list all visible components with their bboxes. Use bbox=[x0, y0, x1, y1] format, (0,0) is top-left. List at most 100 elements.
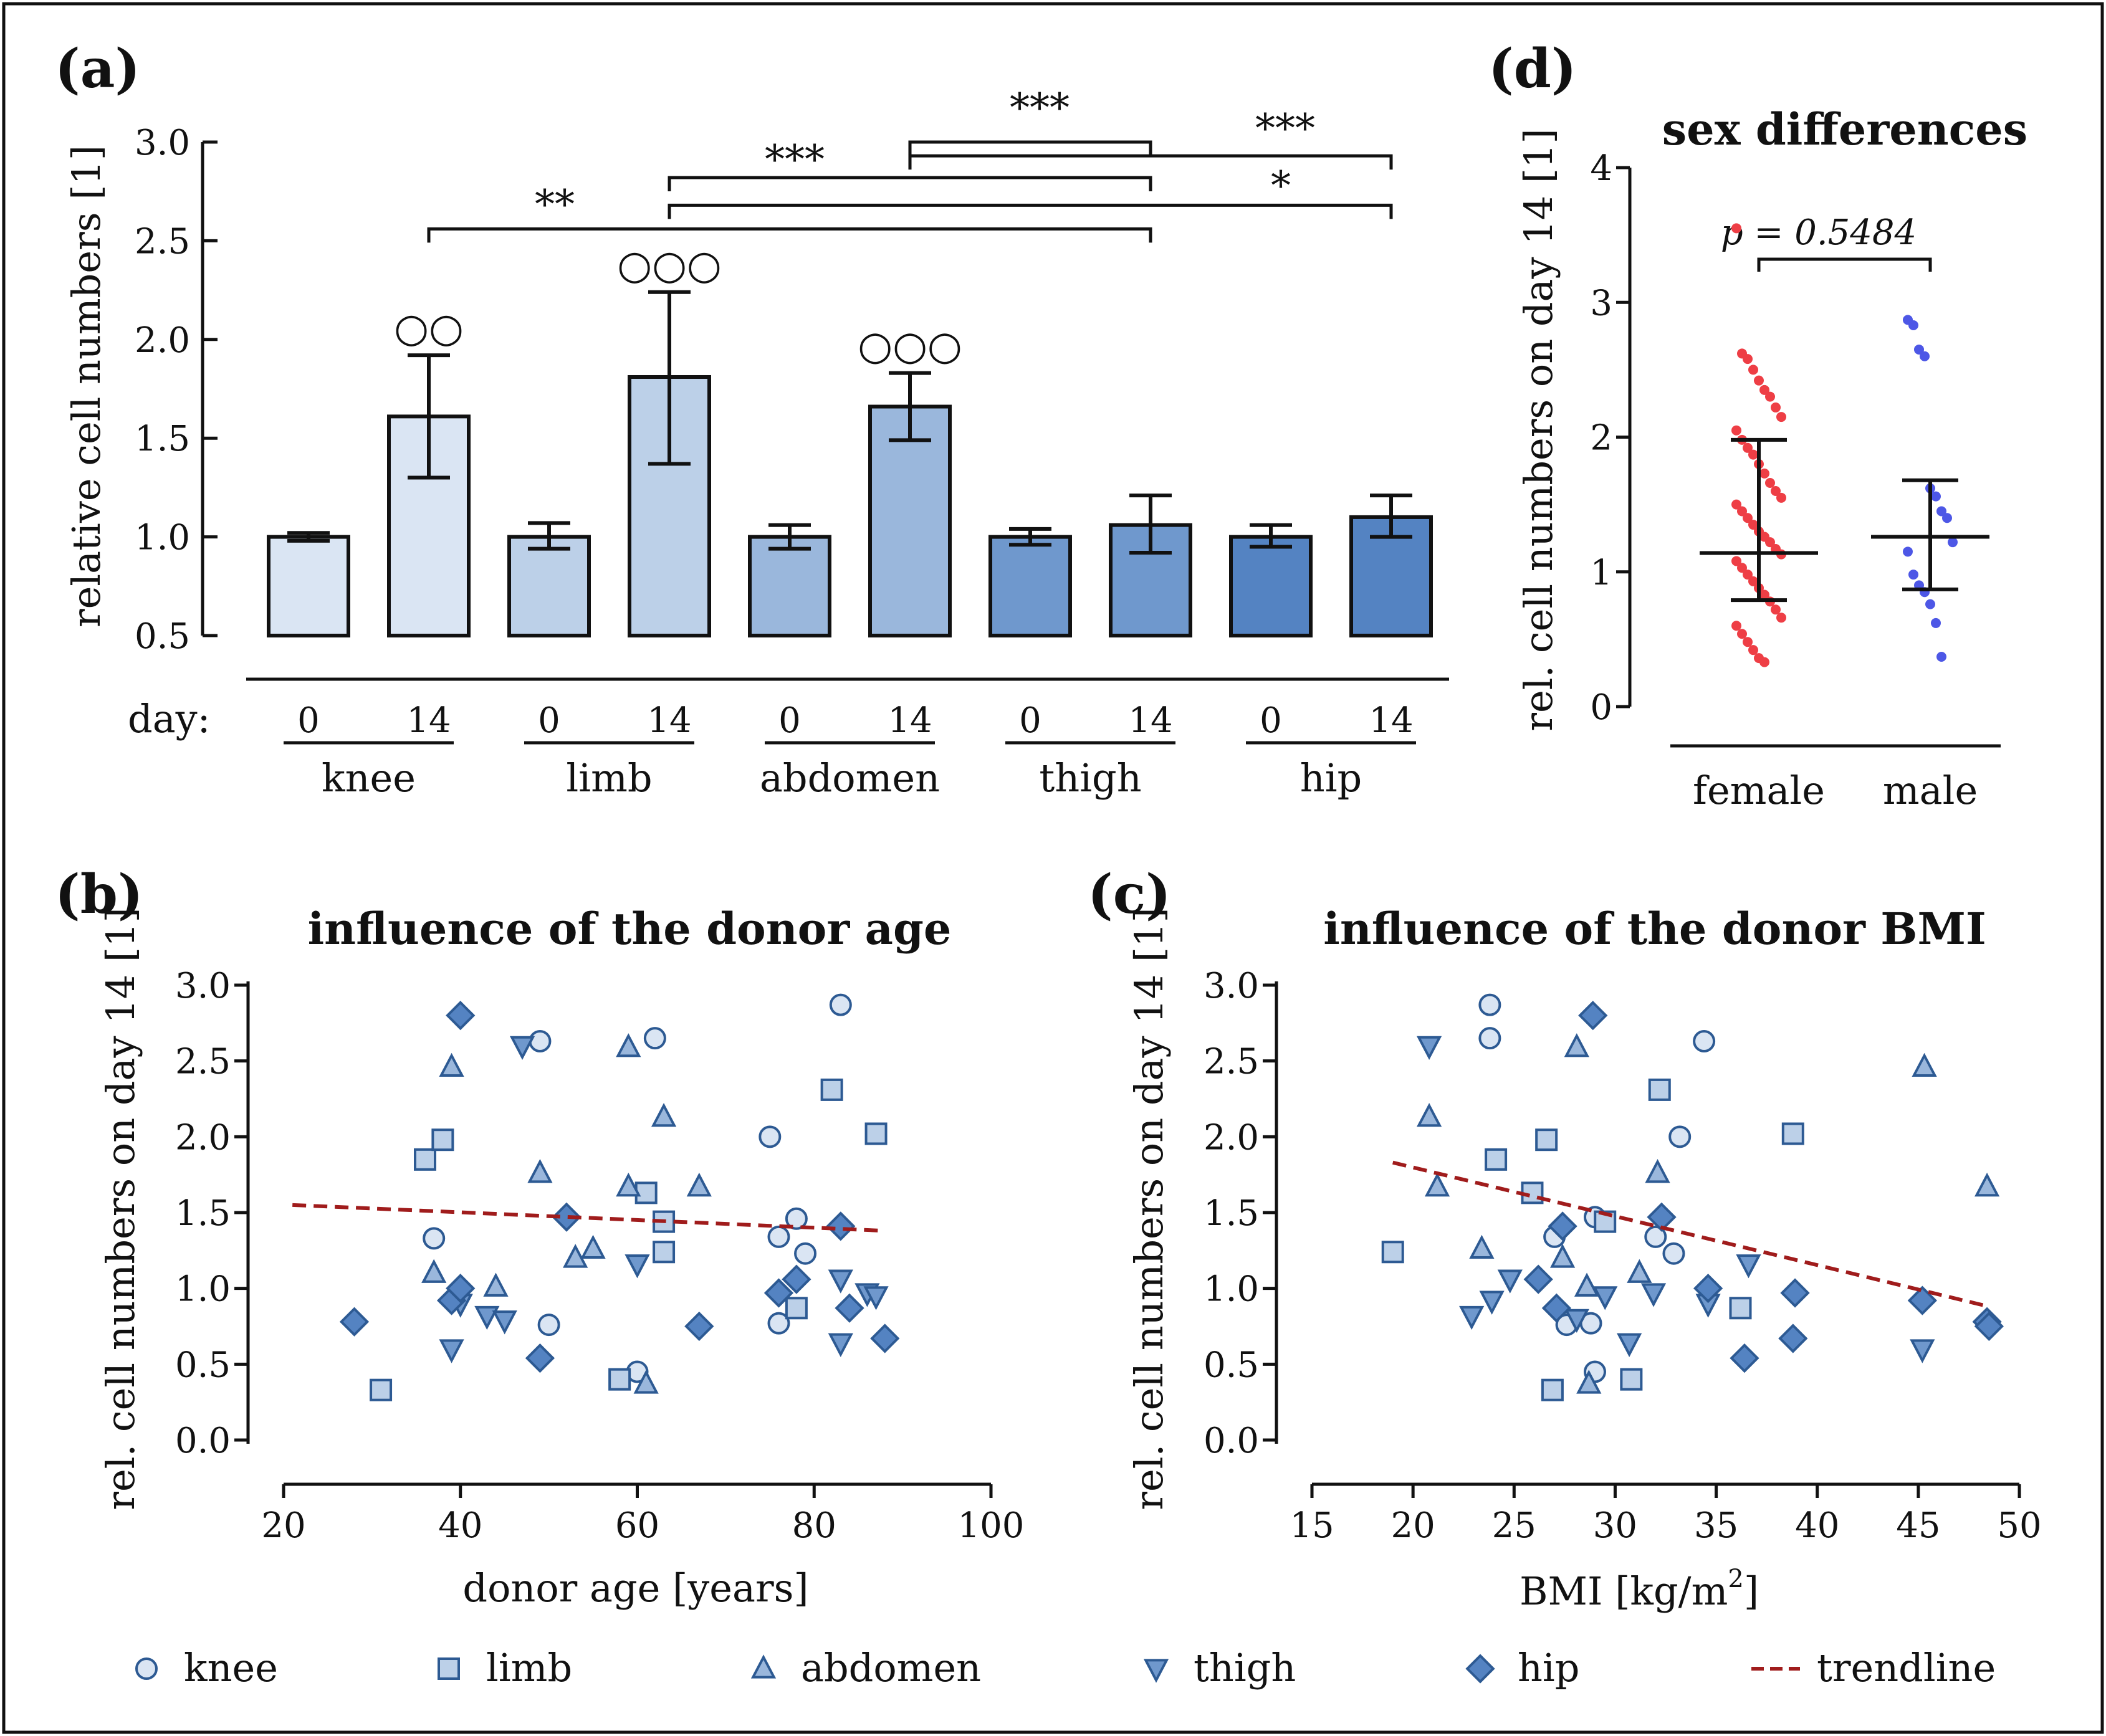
chart-d: 4 3 2 1 0 female male bbox=[1590, 148, 2001, 813]
chart-b-point-abdomen bbox=[651, 1102, 677, 1127]
chart-c-point-knee bbox=[1693, 1030, 1716, 1053]
chart-d-point-male bbox=[1942, 513, 1952, 523]
chart-a-ylabel: relative cell numbers [1] bbox=[64, 145, 109, 627]
chart-b-point-thigh bbox=[863, 1286, 889, 1310]
chart-c-point-limb bbox=[1535, 1128, 1558, 1152]
chart-a-bar-knee-day0 bbox=[267, 535, 350, 637]
chart-c-x-tick-label: 30 bbox=[1593, 1505, 1637, 1546]
chart-c-point-hip bbox=[1693, 1274, 1723, 1304]
chart-d-point-female bbox=[1759, 468, 1769, 479]
chart-b-point-thigh bbox=[474, 1305, 500, 1330]
chart-a-day-label: day: bbox=[128, 696, 211, 742]
chart-a-group-label-abdomen: abdomen bbox=[760, 755, 940, 801]
chart-c-point-thigh bbox=[1910, 1339, 1935, 1363]
chart-d-point-female bbox=[1776, 613, 1786, 623]
chart-c: 3.0 2.5 2.0 1.5 1.0 0.5 0.0 15 20 25 30 35 40 45 50 bbox=[1204, 966, 2042, 1546]
chart-b-point-thigh bbox=[439, 1339, 464, 1363]
chart-d-category-female: female bbox=[1693, 768, 1825, 813]
chart-a-group-label-hip: hip bbox=[1300, 755, 1362, 801]
legend-thigh-label: thigh bbox=[1194, 1645, 1296, 1691]
chart-c-y-tick-label: 2.0 bbox=[1204, 1117, 1259, 1158]
chart-b-point-knee bbox=[829, 993, 852, 1016]
panel-label-d: (d) bbox=[1488, 37, 1577, 100]
chart-a-bar-thigh-day0 bbox=[988, 535, 1072, 637]
chart-b-point-hip bbox=[525, 1343, 555, 1373]
chart-a-group-label-limb: limb bbox=[566, 755, 652, 801]
chart-b-point-knee bbox=[785, 1207, 808, 1230]
chart-c-point-hip bbox=[1730, 1343, 1759, 1373]
chart-b-point-knee bbox=[537, 1314, 560, 1337]
legend-hip-marker bbox=[1465, 1654, 1495, 1684]
chart-d-point-male bbox=[1931, 491, 1941, 502]
chart-a-day-tick: 0 bbox=[778, 700, 801, 741]
chart-d-point-male bbox=[1920, 351, 1930, 361]
legend: knee limb abdomen thigh hip trendline bbox=[135, 1645, 1996, 1691]
chart-b-point-abdomen bbox=[527, 1159, 553, 1183]
chart-b-x-tick-label: 40 bbox=[438, 1505, 482, 1546]
chart-d-point-female bbox=[1731, 425, 1741, 436]
chart-d-y-tick-label: 3 bbox=[1590, 283, 1612, 323]
chart-c-x-tick-label: 15 bbox=[1290, 1505, 1334, 1546]
legend-knee-label: knee bbox=[184, 1645, 278, 1691]
chart-b-x-tick-label: 100 bbox=[958, 1505, 1025, 1546]
chart-a-significance-bracket bbox=[427, 227, 1152, 243]
chart-b-point-abdomen bbox=[563, 1244, 588, 1268]
legend-hip-label: hip bbox=[1518, 1645, 1579, 1691]
chart-a-y-tick-label: 1.0 bbox=[135, 518, 190, 558]
chart-d-point-female bbox=[1737, 506, 1747, 517]
chart-b-point-limb bbox=[864, 1122, 888, 1145]
chart-c-point-knee bbox=[1478, 1027, 1501, 1050]
chart-a-group-label-knee: knee bbox=[322, 755, 416, 801]
chart-c-point-thigh bbox=[1617, 1333, 1642, 1357]
chart-a-day-tick: 14 bbox=[1369, 700, 1413, 741]
chart-b-point-abdomen bbox=[439, 1052, 464, 1077]
chart-b-point-hip bbox=[782, 1264, 811, 1294]
chart-d-point-female bbox=[1743, 513, 1753, 523]
chart-a-y-tick-label: 2.0 bbox=[135, 320, 190, 361]
chart-d-point-female bbox=[1731, 223, 1741, 234]
chart-a-posthoc-marks: ○○ bbox=[394, 305, 464, 351]
chart-a-posthoc-marks: ○○○ bbox=[858, 323, 962, 370]
chart-d-point-female bbox=[1737, 563, 1747, 573]
chart-a-significance-label: * bbox=[1271, 163, 1291, 209]
chart-c-xlabel-sup: 2 bbox=[1728, 1565, 1743, 1593]
chart-c-point-limb bbox=[1729, 1297, 1752, 1320]
chart-a-significance-label: *** bbox=[1010, 85, 1070, 131]
chart-c-x-tick-label: 25 bbox=[1492, 1505, 1536, 1546]
chart-c-y-tick-label: 0.5 bbox=[1204, 1345, 1259, 1385]
chart-d-point-male bbox=[1908, 570, 1918, 580]
chart-c-x-tick-label: 20 bbox=[1391, 1505, 1435, 1546]
chart-c-ylabel: rel. cell numbers on day 14 [1] bbox=[1126, 907, 1172, 1510]
chart-a-significance-bracket bbox=[668, 203, 1393, 219]
chart-c-xlabel: BMI [kg/m2] bbox=[1520, 1565, 1759, 1614]
chart-b-x-tick-label: 60 bbox=[615, 1505, 659, 1546]
chart-b-point-limb bbox=[414, 1148, 436, 1171]
chart-a-y-tick-label: 0.5 bbox=[135, 616, 190, 657]
chart-d-point-female bbox=[1776, 492, 1786, 503]
chart-b-point-thigh bbox=[492, 1310, 517, 1335]
chart-d-point-female bbox=[1771, 486, 1781, 496]
chart-c-point-limb bbox=[1485, 1148, 1508, 1171]
chart-c-point-thigh bbox=[1564, 1309, 1589, 1333]
chart-d-point-female bbox=[1731, 499, 1741, 510]
chart-d-point-male bbox=[1903, 546, 1913, 557]
chart-b-x-tick-label: 20 bbox=[261, 1505, 305, 1546]
chart-c-point-thigh bbox=[1736, 1254, 1761, 1279]
chart-c-point-limb bbox=[1541, 1378, 1564, 1401]
legend-limb-label: limb bbox=[486, 1645, 572, 1691]
chart-b-point-limb bbox=[653, 1241, 676, 1264]
chart-b-point-abdomen bbox=[483, 1272, 509, 1297]
chart-c-point-hip bbox=[1548, 1211, 1577, 1241]
chart-b-point-abdomen bbox=[580, 1234, 606, 1259]
chart-b: 3.0 2.5 2.0 1.5 1.0 0.5 0.0 20 40 60 80 100 bbox=[175, 966, 1025, 1546]
chart-d-point-male bbox=[1908, 320, 1918, 331]
chart-a-day-tick: 0 bbox=[538, 700, 560, 741]
chart-d-point-female bbox=[1748, 449, 1758, 460]
legend-trendline-label: trendline bbox=[1817, 1645, 1996, 1691]
chart-c-y-tick-label: 3.0 bbox=[1204, 966, 1259, 1006]
chart-a-significance-label: *** bbox=[1255, 106, 1315, 152]
chart-b-point-knee bbox=[794, 1242, 817, 1265]
chart-b-point-hip bbox=[446, 1274, 476, 1304]
legend-limb-marker bbox=[438, 1657, 460, 1680]
